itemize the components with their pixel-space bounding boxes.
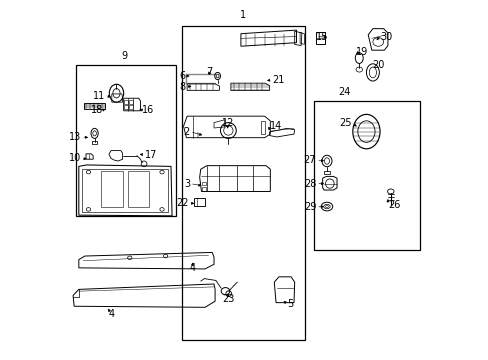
- Polygon shape: [83, 103, 104, 109]
- Text: 22: 22: [176, 198, 188, 208]
- Text: 12: 12: [221, 118, 233, 128]
- Text: 4: 4: [189, 263, 195, 273]
- Text: 9: 9: [121, 51, 127, 61]
- Text: 28: 28: [303, 179, 316, 189]
- Bar: [316, 32, 325, 44]
- Text: 13: 13: [69, 132, 81, 142]
- Text: 14: 14: [269, 121, 281, 131]
- Text: 5: 5: [286, 299, 292, 309]
- Text: 3: 3: [183, 179, 190, 189]
- Text: 15: 15: [316, 32, 328, 41]
- Text: 29: 29: [303, 202, 316, 212]
- Text: 30: 30: [379, 32, 391, 41]
- Bar: [202, 187, 205, 191]
- Text: 7: 7: [206, 67, 212, 77]
- Text: 25: 25: [339, 118, 351, 128]
- Bar: [128, 171, 149, 207]
- Bar: [314, 101, 419, 250]
- Text: 17: 17: [144, 150, 157, 160]
- Text: 4: 4: [108, 310, 115, 319]
- Bar: [194, 198, 204, 206]
- Bar: [76, 65, 176, 216]
- Bar: [124, 100, 128, 104]
- Text: 8: 8: [179, 82, 185, 92]
- Bar: [129, 105, 132, 109]
- Text: 23: 23: [222, 294, 234, 304]
- Text: 20: 20: [371, 60, 384, 70]
- Bar: [101, 171, 122, 207]
- Text: 24: 24: [338, 87, 350, 97]
- Text: 10: 10: [69, 153, 81, 163]
- Text: 1: 1: [239, 10, 245, 20]
- Text: 11: 11: [93, 91, 105, 101]
- Bar: [202, 182, 205, 185]
- Bar: [92, 141, 97, 144]
- Text: 18: 18: [90, 105, 102, 115]
- Text: 26: 26: [387, 200, 400, 210]
- Text: 21: 21: [272, 75, 285, 85]
- Text: 19: 19: [355, 46, 367, 57]
- Text: 2: 2: [183, 127, 190, 136]
- Bar: [124, 105, 128, 109]
- Text: 27: 27: [303, 155, 316, 165]
- Bar: [129, 100, 132, 104]
- Bar: [182, 26, 305, 339]
- Bar: [323, 171, 329, 174]
- Text: 6: 6: [179, 71, 185, 81]
- Text: 16: 16: [142, 105, 154, 115]
